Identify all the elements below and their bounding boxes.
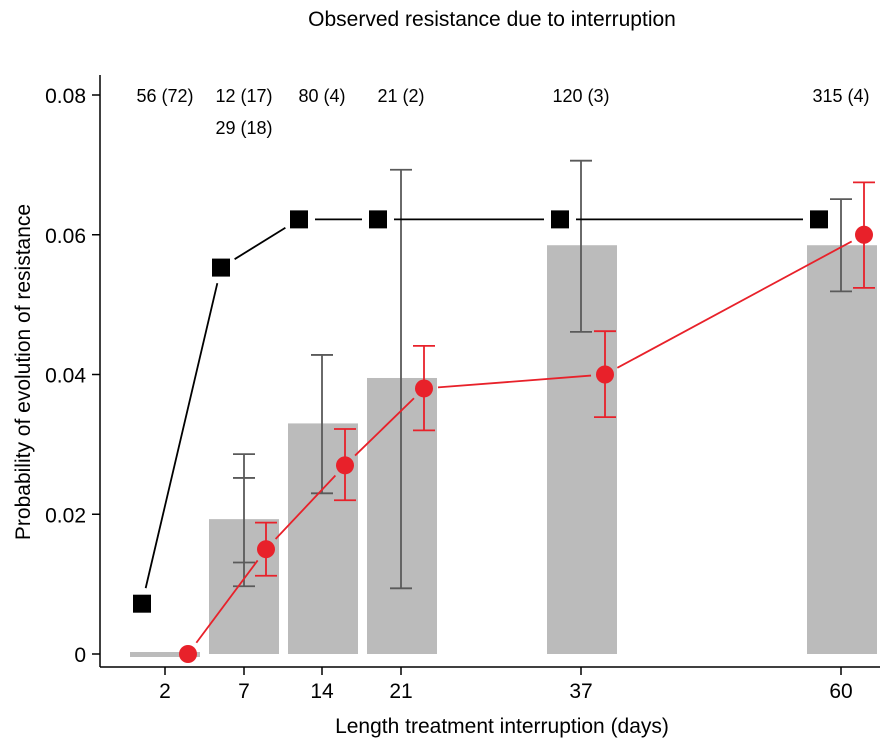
bar [367, 377, 437, 654]
marker-circle [855, 225, 873, 244]
line-segment-red [274, 474, 337, 540]
marker-square [212, 258, 230, 277]
x-tick-label: 37 [569, 680, 592, 703]
x-tick-label: 2 [159, 680, 171, 703]
line-segment-black [144, 282, 219, 589]
marker-square [810, 210, 828, 229]
marker-square [133, 594, 151, 613]
bar [807, 245, 877, 654]
marker-square [369, 210, 387, 229]
marker-circle [179, 645, 197, 663]
marker-square [551, 210, 569, 229]
count-annotation: 29 (18) [215, 118, 272, 138]
line-segment-black [234, 227, 286, 260]
x-tick-label: 14 [310, 680, 334, 703]
chart-title: Observed resistance due to interruption [308, 8, 676, 31]
x-tick-label: 60 [829, 680, 852, 703]
marker-circle [415, 379, 433, 398]
bar [130, 652, 200, 657]
y-tick-label: 0 [74, 644, 86, 667]
x-tick-label: 7 [238, 680, 250, 703]
marker-circle [257, 540, 275, 559]
line-segment-red [437, 374, 592, 389]
y-tick-label: 0.04 [45, 365, 86, 388]
bar [547, 245, 617, 654]
count-annotation: 56 (72) [136, 86, 193, 106]
y-tick-label: 0.02 [45, 504, 86, 527]
count-annotation: 315 (4) [812, 86, 869, 106]
plot-area: 0 0.02 0.04 0.06 0.08 2 7 14 21 37 60 56 (72) 12 (17… [45, 75, 880, 703]
line-segment-red [354, 397, 415, 457]
line-segment-red [195, 559, 259, 644]
marker-circle [336, 456, 354, 475]
count-annotation: 21 (2) [377, 86, 424, 106]
x-axis-label: Length treatment interruption (days) [335, 715, 669, 738]
count-annotation: 12 (17) [215, 86, 272, 106]
count-annotation: 120 (3) [552, 86, 609, 106]
x-tick-label: 21 [389, 680, 412, 703]
count-annotation: 80 (4) [298, 86, 345, 106]
y-tick-label: 0.08 [45, 85, 86, 108]
y-axis-label: Probability of evolution of resistance [12, 204, 35, 540]
line-segment-red [616, 240, 853, 369]
marker-circle [596, 365, 614, 384]
marker-square [290, 210, 308, 229]
y-tick-label: 0.06 [45, 225, 86, 248]
